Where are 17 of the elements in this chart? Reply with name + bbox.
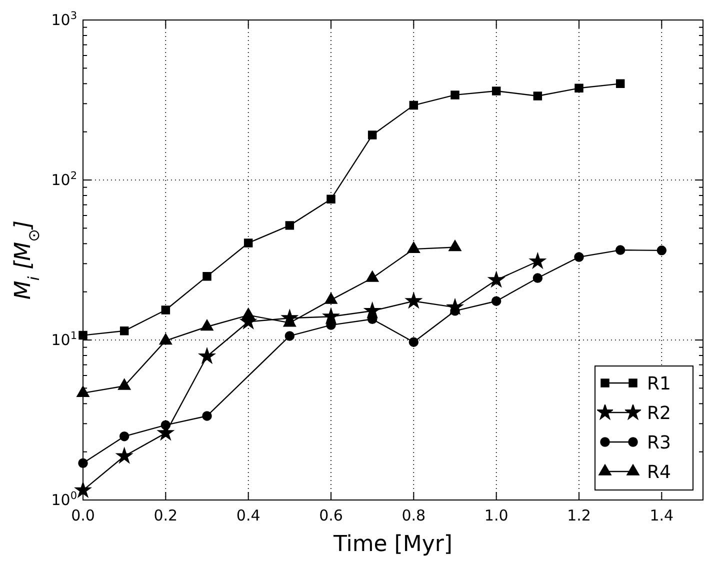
legend-label: R4	[647, 462, 671, 483]
legend-label: R1	[647, 373, 671, 394]
x-axis-title: Time [Myr]	[332, 532, 453, 557]
y-tick-label: 10$^{1}$	[51, 330, 77, 349]
x-tick-label: 0.0	[71, 506, 95, 525]
y-tick-label: 10$^{2}$	[51, 170, 77, 189]
x-tick-label: 1.4	[650, 506, 674, 525]
y-tick-label: 10$^{3}$	[51, 10, 77, 29]
legend-label: R3	[647, 432, 671, 454]
x-tick-label: 0.8	[402, 506, 426, 525]
x-tick-label: 0.4	[236, 506, 260, 525]
legend-label: R2	[647, 402, 671, 424]
x-tick-label: 0.2	[154, 506, 178, 525]
x-tick-label: 1.2	[567, 506, 591, 525]
x-tick-label: 0.6	[319, 506, 343, 525]
x-tick-label: 1.0	[484, 506, 508, 525]
y-tick-label: 10$^{0}$	[51, 490, 77, 509]
